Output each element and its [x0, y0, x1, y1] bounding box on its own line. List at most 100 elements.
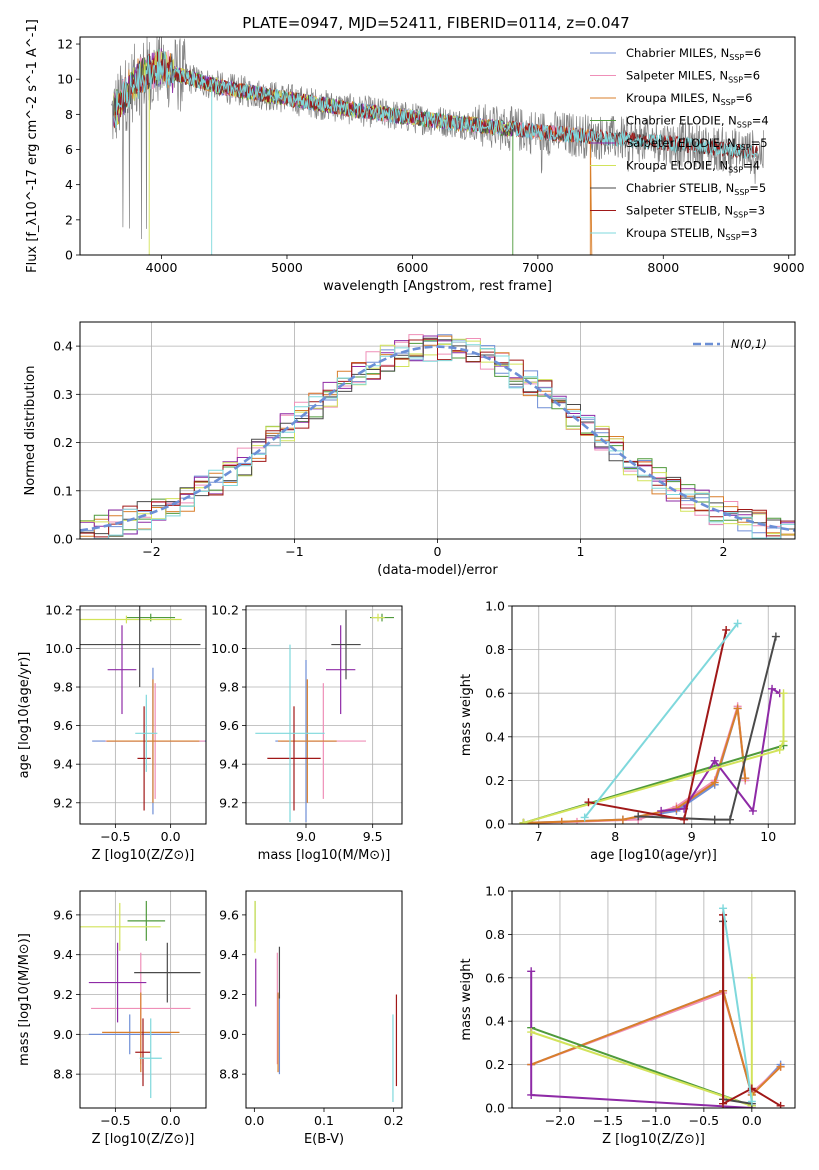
y-axis-label: mass weight	[459, 958, 474, 1040]
y-tick-label: 0.2	[485, 1057, 505, 1072]
y-tick-label: 0.3	[53, 387, 73, 402]
residual-histogram-step	[80, 338, 795, 539]
mass-weight-marker	[768, 684, 777, 693]
x-tick-label: 10	[760, 829, 776, 844]
x-tick-label: 8	[611, 829, 619, 844]
y-tick-label: 9.2	[53, 795, 73, 810]
y-tick-label: 10.0	[211, 641, 239, 656]
y-tick-label: 9.0	[53, 1027, 73, 1042]
y-tick-label: 0.2	[53, 435, 73, 450]
mass-weight-marker	[748, 806, 757, 815]
y-tick-label: 9.4	[53, 947, 73, 962]
x-tick-label: 9.5	[363, 829, 383, 844]
x-axis-label: mass [log10(M/M⊙)]	[258, 848, 391, 863]
x-tick-label: 0.0	[161, 829, 181, 844]
y-tick-label: 9.6	[53, 718, 73, 733]
y-tick-label: 9.2	[219, 795, 239, 810]
y-tick-label: 0.0	[53, 532, 73, 547]
mass-weight-marker	[776, 1062, 785, 1071]
mass-weight-marker	[680, 815, 689, 824]
y-tick-label: 0	[65, 248, 73, 263]
y-axis-label: age [log10(age/yr)]	[17, 652, 32, 779]
legend-entry: Salpeter STELIB, NSSP=3	[626, 204, 765, 220]
x-tick-label: 0.0	[161, 1113, 181, 1128]
x-tick-label: 6000	[397, 260, 429, 275]
y-tick-label: 10	[57, 72, 73, 87]
x-tick-label: −0.5	[100, 1113, 130, 1128]
y-tick-label: 1.0	[485, 884, 505, 899]
y-tick-label: 0.4	[53, 339, 73, 354]
x-tick-label: −2.0	[545, 1113, 575, 1128]
model-spectrum-line	[113, 49, 758, 255]
mass-weight-marker	[747, 973, 756, 982]
mass-weight-marker	[771, 632, 780, 641]
legend-entry: Kroupa ELODIE, NSSP=4	[626, 159, 760, 175]
y-tick-label: 0.1	[53, 483, 73, 498]
x-tick-label: 0.0	[742, 1113, 762, 1128]
x-tick-label: 8000	[647, 260, 679, 275]
plot-area	[254, 900, 398, 1103]
axes-frame	[79, 890, 207, 1109]
y-tick-label: 10.2	[45, 602, 73, 617]
y-axis-label: mass weight	[459, 674, 474, 756]
legend-entry: Salpeter ELODIE, NSSP=5	[626, 136, 768, 152]
y-tick-label: 9.2	[219, 987, 239, 1002]
plot-area	[519, 619, 788, 824]
x-axis-label: age [log10(age/yr)]	[590, 848, 717, 863]
mass-weight-marker	[710, 815, 719, 824]
x-tick-label: −1	[285, 544, 303, 559]
axes-frame	[79, 605, 207, 825]
y-axis-label: mass [log10(M/M⊙)]	[17, 933, 32, 1066]
mass-weight-line	[661, 687, 781, 814]
axes-frame	[511, 605, 796, 825]
y-tick-label: 0.8	[485, 642, 505, 657]
x-tick-label: 1	[577, 544, 585, 559]
y-axis-label: Normed distribution	[23, 366, 38, 496]
x-tick-label: 0	[434, 544, 442, 559]
y-tick-label: 9.2	[53, 987, 73, 1002]
y-tick-label: 0.4	[485, 1014, 505, 1029]
x-axis-label: Z [log10(Z/Z⊙)]	[92, 848, 195, 863]
plot-area	[255, 609, 394, 823]
weight-vs-age-panel: 7 8 9 10 0.0 0.2 0.4 0.6 0.8 1.0 age [log10(age/yr…	[459, 599, 796, 863]
x-tick-label: 4000	[146, 260, 178, 275]
axes-frame	[511, 890, 796, 1109]
y-tick-label: 10.2	[211, 602, 239, 617]
y-tick-label: 9.0	[219, 1027, 239, 1042]
x-axis-label: Z [log10(Z/Z⊙)]	[92, 1132, 195, 1147]
mass-weight-line	[530, 977, 753, 1108]
residual-histogram-step	[80, 341, 795, 539]
spectrum-panel: 4000 5000 6000 7000 8000 9000 0 2 4 6 8 10 12 wavelen…	[25, 19, 805, 294]
legend-entry: Chabrier ELODIE, NSSP=4	[626, 114, 769, 130]
y-tick-label: 9.6	[219, 907, 239, 922]
plot-area	[527, 904, 785, 1108]
legend-entry: Chabrier MILES, NSSP=6	[626, 46, 761, 62]
mass-weight-marker	[722, 625, 731, 634]
plot-area	[80, 334, 795, 539]
figure-title: PLATE=0947, MJD=52411, FIBERID=0114, z=0…	[242, 14, 629, 32]
axes-frame	[79, 321, 796, 540]
axes-frame	[245, 890, 403, 1109]
y-tick-label: 0.2	[485, 773, 505, 788]
mass-weight-marker	[725, 815, 734, 824]
y-tick-label: 10.0	[45, 641, 73, 656]
plot-area	[80, 900, 201, 1099]
mass-weight-line	[523, 693, 785, 824]
age-vs-mass-panel: 9.0 9.5 9.2 9.4 9.6 9.8 10.0 10.2 mass [log10(M/…	[211, 602, 403, 863]
x-tick-label: −0.5	[100, 829, 130, 844]
legend-entry: Kroupa STELIB, NSSP=3	[626, 226, 757, 242]
x-tick-label: 9.0	[296, 829, 316, 844]
plot-area	[80, 606, 206, 815]
y-tick-label: 0.4	[485, 729, 505, 744]
mass-weight-marker	[779, 737, 788, 746]
age-vs-metallicity-panel: −0.5 0.0 9.2 9.4 9.6 9.8 10.0 10.2 Z [log10(Z/Z⊙…	[17, 602, 207, 863]
x-axis-label: Z [log10(Z/Z⊙)]	[602, 1132, 705, 1147]
axes-frame	[79, 36, 796, 256]
mass-weight-line	[583, 622, 739, 819]
mass-weight-marker	[741, 774, 750, 783]
mass-weight-marker	[527, 967, 536, 976]
mass-weight-marker	[733, 619, 742, 628]
mass-weight-marker	[580, 813, 589, 822]
x-axis-label: E(B-V)	[304, 1132, 344, 1147]
x-tick-label: −2	[142, 544, 160, 559]
